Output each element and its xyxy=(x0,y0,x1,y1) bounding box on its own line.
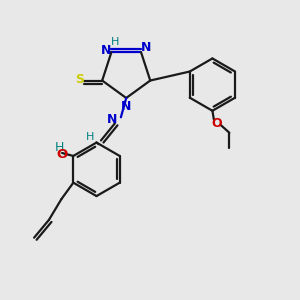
Text: N: N xyxy=(101,44,111,57)
Text: O: O xyxy=(211,117,222,130)
Text: N: N xyxy=(121,100,131,113)
Text: O: O xyxy=(56,148,68,161)
Text: H: H xyxy=(54,141,64,154)
Text: H: H xyxy=(111,37,119,47)
Text: N: N xyxy=(107,113,118,126)
Text: H: H xyxy=(85,132,94,142)
Text: N: N xyxy=(141,41,152,54)
Text: S: S xyxy=(75,74,84,86)
